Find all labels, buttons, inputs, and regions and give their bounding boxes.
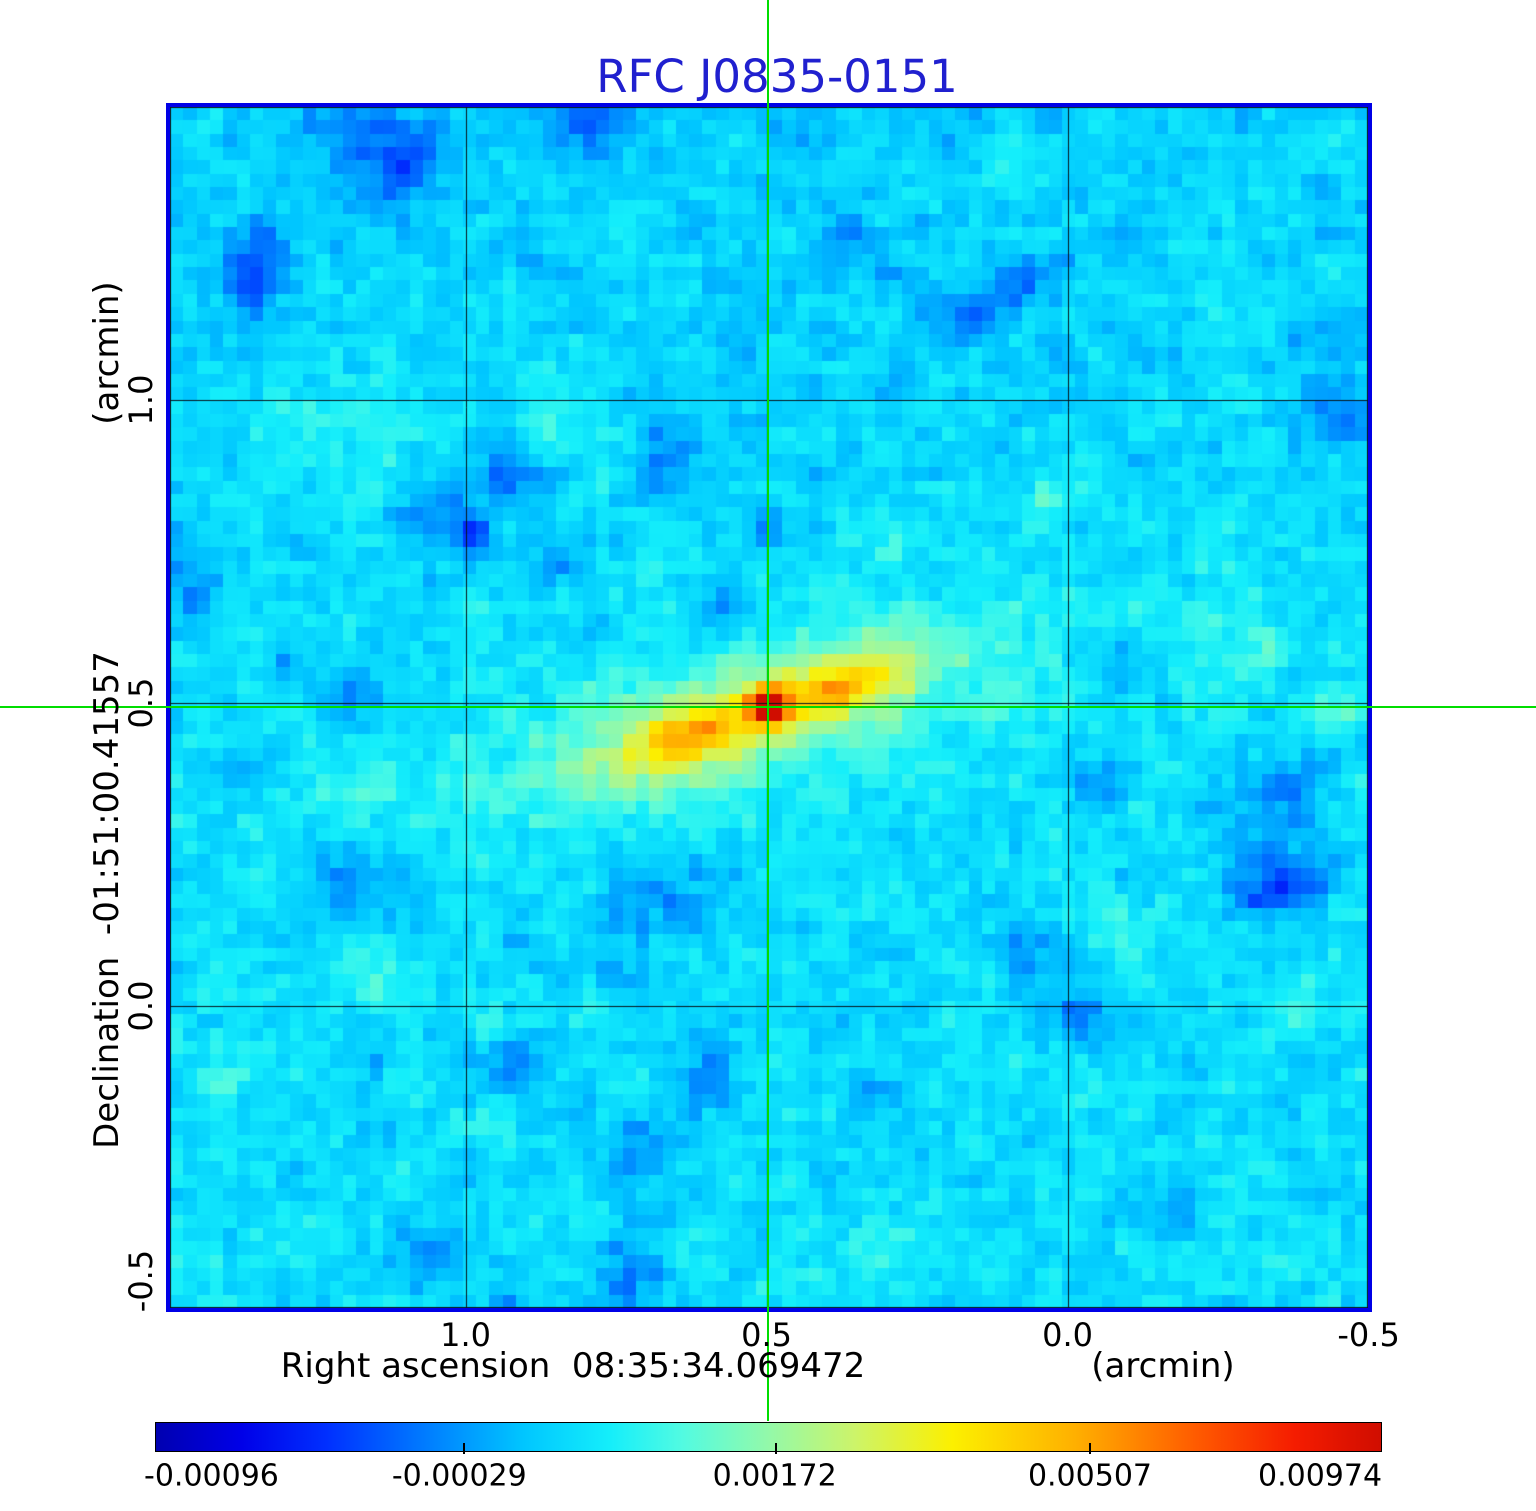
x-tick-label: -0.5: [1337, 1316, 1400, 1354]
y-tick-label: 0.0: [122, 980, 160, 1032]
colorbar: [155, 1422, 1382, 1454]
colorbar-tick-label: -0.00029: [391, 1458, 527, 1494]
y-axis-title: Declination -01:51:00.41557: [87, 651, 127, 1149]
colorbar-tick-mark: [774, 1443, 777, 1454]
colorbar-tick-mark: [463, 1443, 466, 1454]
y-tick-label: 1.0: [122, 374, 160, 426]
colorbar-tick-label: 0.00974: [1258, 1458, 1383, 1494]
crosshair-vertical-line: [767, 0, 769, 1421]
x-tick-label: 1.0: [440, 1316, 492, 1354]
colorbar-tick-label: -0.00096: [143, 1458, 279, 1494]
plot-title: RFC J0835-0151: [596, 50, 958, 103]
x-axis-title: Right ascension 08:35:34.069472: [280, 1346, 866, 1386]
colorbar-tick-label: 0.00172: [712, 1458, 837, 1494]
x-tick-label: 0.5: [741, 1316, 793, 1354]
colorbar-tick-label: 0.00507: [1027, 1458, 1152, 1494]
y-tick-label: -0.5: [122, 1249, 160, 1313]
x-tick-label: 0.0: [1042, 1316, 1094, 1354]
y-axis-unit: (arcmin): [87, 281, 127, 425]
x-axis-unit: (arcmin): [1091, 1346, 1235, 1386]
y-tick-label: 0.5: [122, 677, 160, 729]
crosshair-horizontal-line: [0, 706, 1536, 708]
colorbar-tick-mark: [1089, 1443, 1092, 1454]
